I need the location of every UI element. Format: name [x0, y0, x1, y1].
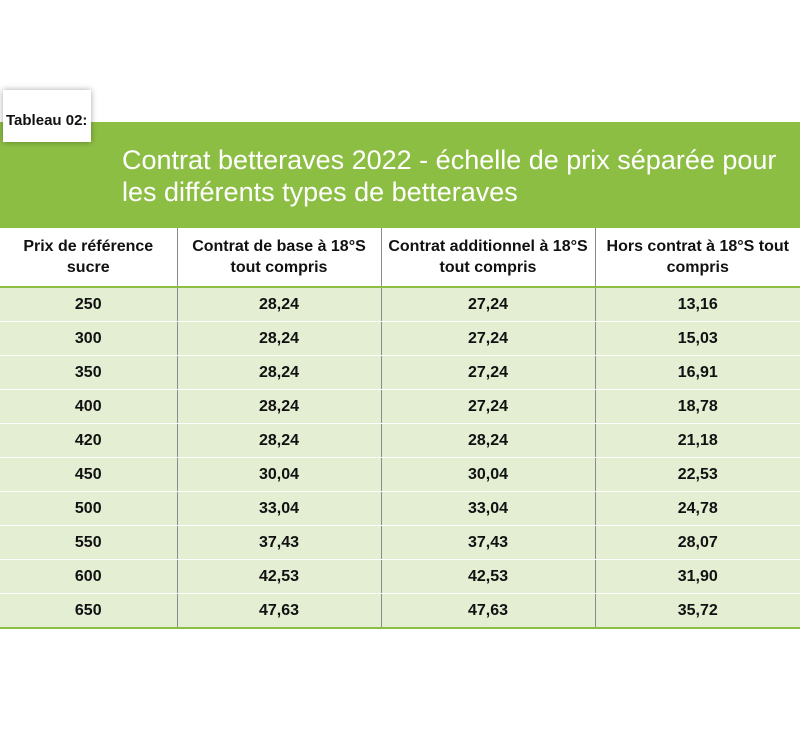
cell-base-contract: 28,24: [176, 389, 381, 424]
cell-reference-price: 350: [0, 355, 177, 390]
table-body: 250 28,24 27,24 13,16 300 28,24 27,24 15,03 350 2…: [0, 287, 800, 629]
cell-additional-contract: 37,43: [380, 525, 595, 560]
cell-reference-price: 650: [0, 593, 177, 629]
cell-reference-price: 400: [0, 389, 177, 424]
header-row: Prix de référence sucre Contrat de base …: [0, 228, 800, 288]
cell-base-contract: 33,04: [176, 491, 381, 526]
cell-base-contract: 37,43: [176, 525, 381, 560]
table-row: 400 28,24 27,24 18,78: [0, 389, 800, 424]
header-cell-out-of-contract: Hors contrat à 18°S tout compris: [594, 228, 800, 288]
cell-base-contract: 28,24: [176, 321, 381, 356]
cell-reference-price: 450: [0, 457, 177, 492]
cell-out-of-contract: 18,78: [594, 389, 800, 424]
table-row: 350 28,24 27,24 16,91: [0, 355, 800, 390]
cell-additional-contract: 27,24: [380, 321, 595, 356]
cell-base-contract: 28,24: [176, 355, 381, 390]
table-row: 600 42,53 42,53 31,90: [0, 559, 800, 594]
header-cell-additional-contract: Contrat additionnel à 18°S tout compris: [380, 228, 595, 288]
cell-out-of-contract: 22,53: [594, 457, 800, 492]
table-row: 550 37,43 37,43 28,07: [0, 525, 800, 560]
cell-reference-price: 550: [0, 525, 177, 560]
table-row: 300 28,24 27,24 15,03: [0, 321, 800, 356]
cell-base-contract: 42,53: [176, 559, 381, 594]
cell-out-of-contract: 13,16: [594, 287, 800, 322]
cell-additional-contract: 27,24: [380, 355, 595, 390]
price-table-container: Prix de référence sucre Contrat de base …: [0, 228, 800, 629]
table-header: Prix de référence sucre Contrat de base …: [0, 228, 800, 288]
cell-additional-contract: 27,24: [380, 287, 595, 322]
price-table: Prix de référence sucre Contrat de base …: [0, 228, 800, 629]
cell-additional-contract: 33,04: [380, 491, 595, 526]
table-row: 650 47,63 47,63 35,72: [0, 593, 800, 629]
table-row: 250 28,24 27,24 13,16: [0, 287, 800, 322]
table-row: 500 33,04 33,04 24,78: [0, 491, 800, 526]
table-row: 450 30,04 30,04 22,53: [0, 457, 800, 492]
cell-additional-contract: 42,53: [380, 559, 595, 594]
cell-reference-price: 420: [0, 423, 177, 458]
cell-out-of-contract: 28,07: [594, 525, 800, 560]
cell-base-contract: 30,04: [176, 457, 381, 492]
cell-base-contract: 28,24: [176, 287, 381, 322]
cell-out-of-contract: 31,90: [594, 559, 800, 594]
title-banner: Contrat betteraves 2022 - échelle de pri…: [0, 122, 800, 228]
cell-reference-price: 600: [0, 559, 177, 594]
cell-additional-contract: 28,24: [380, 423, 595, 458]
cell-out-of-contract: 15,03: [594, 321, 800, 356]
table-title: Contrat betteraves 2022 - échelle de pri…: [122, 145, 777, 207]
cell-out-of-contract: 16,91: [594, 355, 800, 390]
cell-reference-price: 300: [0, 321, 177, 356]
cell-out-of-contract: 24,78: [594, 491, 800, 526]
table-row: 420 28,24 28,24 21,18: [0, 423, 800, 458]
header-cell-base-contract: Contrat de base à 18°S tout compris: [176, 228, 381, 288]
cell-out-of-contract: 21,18: [594, 423, 800, 458]
cell-base-contract: 28,24: [176, 423, 381, 458]
cell-additional-contract: 27,24: [380, 389, 595, 424]
header-cell-reference-price: Prix de référence sucre: [0, 228, 177, 288]
table-label: Tableau 02:: [3, 90, 92, 142]
cell-additional-contract: 47,63: [380, 593, 595, 629]
cell-reference-price: 250: [0, 287, 177, 322]
cell-reference-price: 500: [0, 491, 177, 526]
cell-base-contract: 47,63: [176, 593, 381, 629]
cell-additional-contract: 30,04: [380, 457, 595, 492]
cell-out-of-contract: 35,72: [594, 593, 800, 629]
